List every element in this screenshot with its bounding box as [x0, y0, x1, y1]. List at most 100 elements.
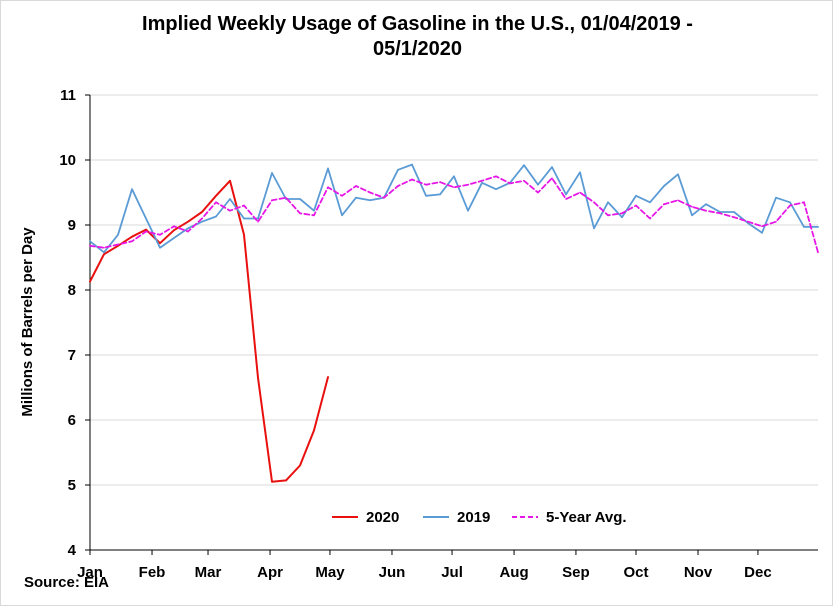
- data-point: [383, 196, 385, 199]
- data-point: [495, 175, 497, 178]
- data-point: [103, 251, 105, 254]
- axes: 4 5 6 7 8 9 10 11 Jan Feb Mar Apr May Jun Jul Aug Sep Oct…: [59, 87, 818, 581]
- data-point: [327, 167, 329, 170]
- data-point: [705, 203, 707, 205]
- data-point: [327, 186, 329, 189]
- x-tick-label: May: [315, 564, 345, 581]
- data-point: [523, 164, 525, 166]
- data-point: [537, 183, 539, 186]
- data-point: [551, 166, 553, 168]
- data-point: [145, 228, 147, 231]
- data-point: [215, 201, 217, 204]
- data-point: [89, 240, 91, 243]
- data-point: [411, 163, 413, 166]
- data-point: [663, 185, 665, 187]
- data-point: [229, 180, 231, 182]
- data-point: [817, 226, 819, 228]
- data-point: [509, 182, 511, 185]
- data-point: [243, 233, 245, 236]
- x-tick-label: Aug: [499, 564, 528, 581]
- data-point: [481, 180, 483, 182]
- data-point: [201, 211, 203, 213]
- data-point: [691, 214, 693, 217]
- data-point: [229, 209, 231, 212]
- data-point: [243, 217, 245, 220]
- data-point: [369, 191, 371, 194]
- y-tick-label: 6: [68, 412, 76, 429]
- data-point: [467, 209, 469, 212]
- data-point: [495, 188, 497, 191]
- data-point: [705, 209, 707, 212]
- data-point: [817, 251, 819, 254]
- data-point: [411, 178, 413, 181]
- data-point: [733, 216, 735, 218]
- data-point: [341, 214, 343, 217]
- legend-label: 2019: [457, 509, 490, 526]
- data-point: [327, 376, 329, 378]
- data-point: [131, 188, 133, 191]
- data-point: [719, 212, 721, 215]
- data-point: [691, 206, 693, 208]
- data-point: [733, 211, 735, 213]
- data-point: [341, 194, 343, 197]
- data-point: [425, 194, 427, 197]
- data-point: [313, 209, 315, 212]
- legend-label: 2020: [366, 509, 399, 526]
- x-tick-label: Dec: [744, 564, 772, 581]
- gridlines: [90, 94, 818, 486]
- data-point: [635, 194, 637, 197]
- data-point: [187, 227, 189, 230]
- y-axis-label: Millions of Barrels per Day: [19, 227, 36, 417]
- data-point: [579, 171, 581, 174]
- data-point: [565, 198, 567, 200]
- data-point: [103, 253, 105, 256]
- data-point: [117, 243, 119, 246]
- data-point: [173, 237, 175, 239]
- series-line-5-year-avg: [89, 175, 819, 254]
- data-point: [481, 181, 483, 184]
- data-point: [453, 186, 455, 189]
- chart-title-line-2: 05/1/2020: [373, 38, 462, 60]
- y-tick-label: 11: [60, 87, 76, 104]
- data-point: [257, 376, 259, 379]
- data-point: [145, 230, 147, 233]
- data-point: [257, 220, 259, 223]
- data-point: [355, 196, 357, 199]
- data-point: [355, 185, 357, 187]
- data-point: [299, 198, 301, 200]
- series-line-2019: [89, 163, 819, 254]
- data-point: [607, 201, 609, 204]
- chart-title: Implied Weekly Usage of Gasoline in the …: [60, 12, 775, 62]
- data-point: [173, 225, 175, 228]
- data-point: [607, 214, 609, 217]
- y-tick-label: 7: [68, 347, 76, 364]
- data-point: [537, 191, 539, 194]
- data-point: [187, 220, 189, 223]
- data-point: [243, 204, 245, 207]
- y-tick-label: 9: [68, 217, 76, 234]
- data-point: [313, 214, 315, 217]
- data-point: [803, 226, 805, 228]
- data-point: [761, 225, 763, 228]
- data-point: [453, 175, 455, 178]
- data-point: [89, 280, 91, 283]
- x-tick-label: Jul: [441, 564, 463, 581]
- data-point: [229, 198, 231, 200]
- data-point: [579, 191, 581, 194]
- data-point: [201, 220, 203, 223]
- data-point: [285, 196, 287, 199]
- x-tick-label: Oct: [623, 564, 648, 581]
- data-point: [173, 229, 175, 231]
- data-point: [593, 201, 595, 204]
- x-tick-label: Feb: [139, 564, 166, 581]
- legend: 2020 2019 5-Year Avg.: [332, 509, 627, 526]
- data-point: [775, 220, 777, 223]
- x-tick-label: Sep: [562, 564, 590, 581]
- data-point: [551, 177, 553, 179]
- data-point: [523, 180, 525, 182]
- data-point: [159, 242, 161, 244]
- series-lines: [89, 163, 819, 483]
- data-point: [649, 201, 651, 204]
